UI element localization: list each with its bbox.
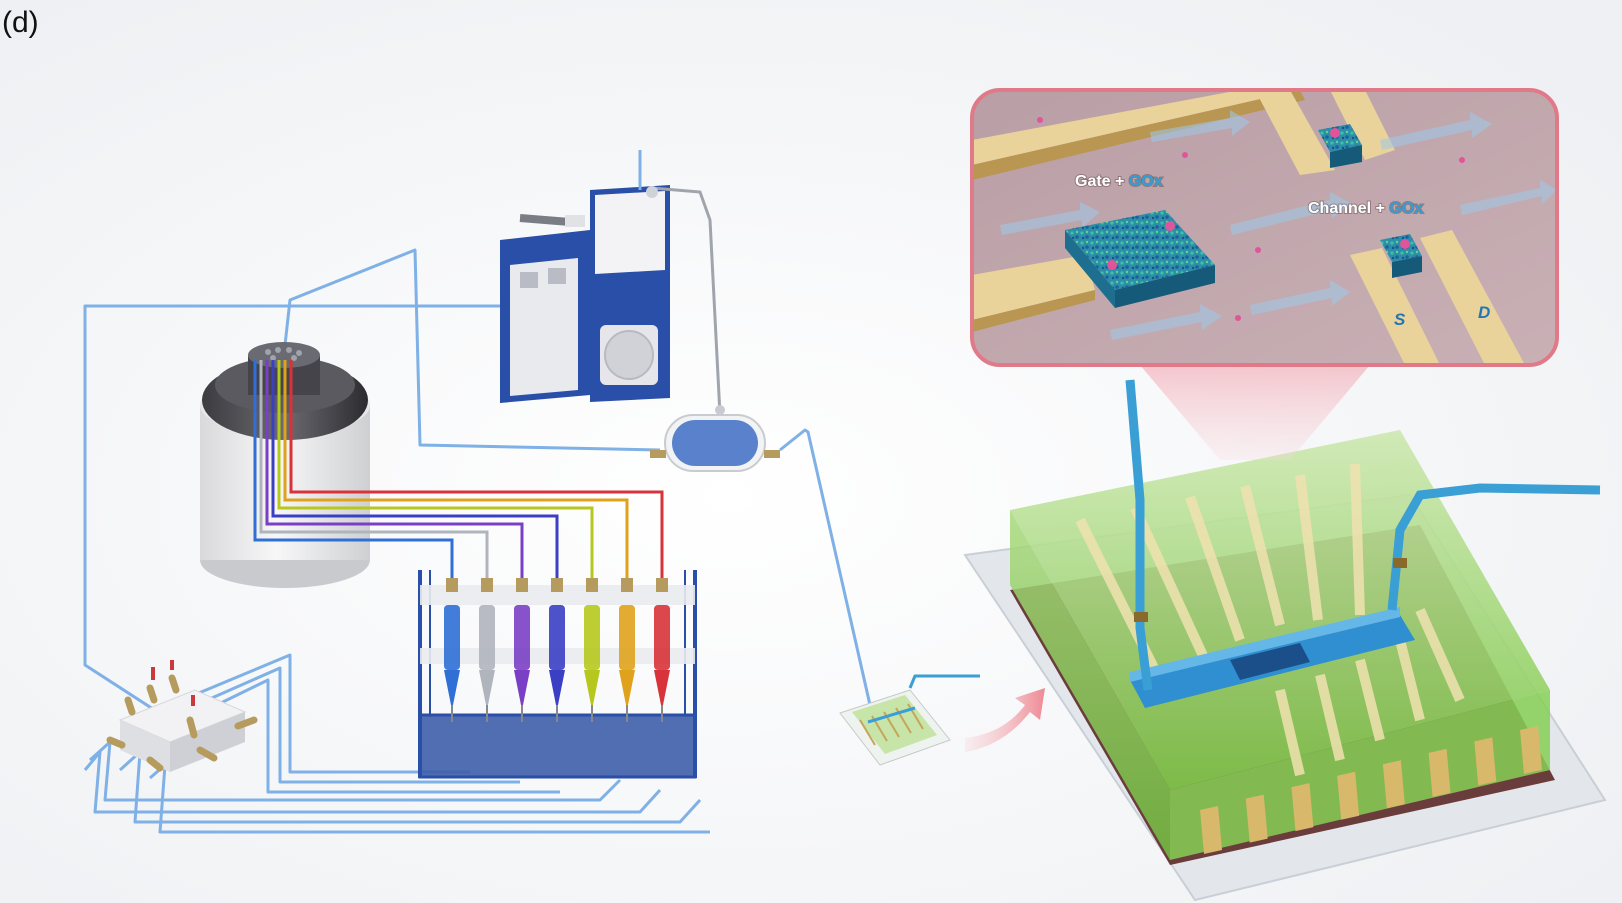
syringe: [479, 578, 495, 722]
flow-sensor: [650, 405, 780, 472]
contact-pad: [1245, 794, 1268, 843]
syringe: [619, 578, 635, 722]
reagent-line: [253, 360, 454, 585]
reagent-line: [283, 360, 629, 585]
zoom-inset-border: [970, 88, 1559, 367]
contact-pad: [1382, 760, 1405, 809]
zoom-cone: [1140, 365, 1370, 460]
contact-pad: [1474, 737, 1497, 786]
contact-pad: [1428, 748, 1451, 797]
small-chip: [839, 689, 951, 766]
contact-pad: [1520, 726, 1542, 774]
reagent-line: [289, 360, 664, 585]
device-closeup: [963, 379, 1607, 902]
pump-unit: [500, 150, 722, 416]
syringe: [444, 578, 460, 722]
reagent-line: [277, 360, 594, 585]
channel-label: Channel + GOx: [1308, 200, 1423, 217]
syringe: [654, 578, 670, 722]
reagent-line: [259, 360, 489, 585]
syringe: [549, 578, 565, 722]
syringe: [514, 578, 530, 722]
drain-label: D: [1478, 303, 1490, 322]
contact-pad: [1200, 806, 1222, 854]
reagent-lines: [253, 360, 664, 585]
contact-pad: [1337, 771, 1360, 820]
manifold: [106, 660, 258, 772]
syringes: [444, 578, 670, 722]
contact-pad: [1291, 783, 1314, 832]
zoom-inset: Gate + GOx Channel + GOx S D: [970, 88, 1559, 367]
tubing-network: [83, 248, 980, 834]
syringe: [584, 578, 600, 722]
panel-label: (d): [2, 6, 39, 39]
zoom-arrow: [965, 688, 1045, 752]
reagent-line: [265, 360, 524, 585]
reagent-line: [271, 360, 559, 585]
source-label: S: [1394, 310, 1406, 329]
gate-label: Gate + GOx: [1075, 173, 1163, 190]
